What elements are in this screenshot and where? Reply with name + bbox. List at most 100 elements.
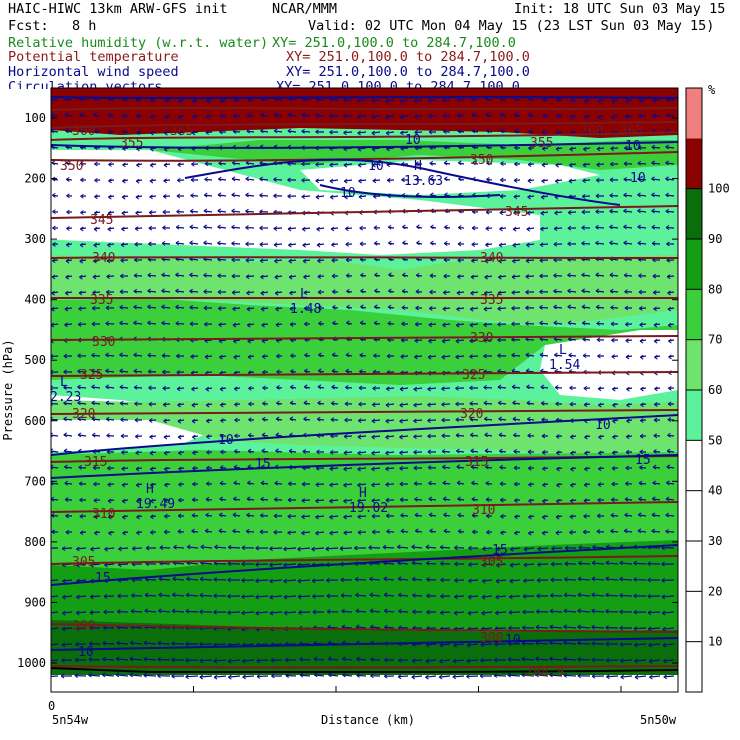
wind-vector-head	[526, 210, 531, 216]
wind-vector-head	[64, 322, 68, 328]
colorbar-tick-label: 50	[708, 433, 722, 447]
rh-band-90	[51, 620, 678, 692]
wind-vector	[568, 211, 577, 214]
colorbar-unit: %	[708, 83, 716, 97]
wind-vector-head	[667, 401, 672, 407]
wind-vector-head	[344, 417, 348, 423]
wind-vector-head	[414, 338, 419, 344]
wind-vector-head	[455, 354, 459, 360]
wind-vector-head	[220, 449, 224, 455]
wind-vector-head	[541, 162, 546, 168]
wind-vector	[161, 258, 171, 261]
wind-vector-head	[205, 386, 210, 392]
colorbar-tick-label: 100	[708, 182, 730, 196]
wind-vector-head	[91, 321, 96, 327]
wind-vector	[213, 643, 227, 646]
wind-label: 10	[340, 186, 356, 201]
wind-label: 10	[630, 171, 646, 186]
wind-vector-head	[275, 448, 279, 454]
wind-vector	[428, 466, 437, 469]
wind-vector-head	[178, 450, 182, 456]
wind-vector	[537, 563, 549, 566]
wind-vector	[637, 530, 647, 533]
wind-vector	[89, 611, 101, 614]
wind-vector	[329, 467, 339, 470]
wind-vector-head	[500, 530, 504, 536]
wind-vector-head	[526, 242, 530, 248]
wind-vector-head	[161, 353, 166, 359]
wind-vector	[133, 354, 143, 357]
wind-vector	[301, 195, 311, 198]
wind-vector	[665, 210, 675, 213]
wind-vector	[130, 642, 143, 645]
wind-vector-head	[388, 272, 392, 278]
wind-vector	[413, 435, 423, 438]
wind-vector-head	[164, 114, 168, 120]
wind-vector-head	[65, 160, 70, 166]
wind-vector-head	[80, 210, 84, 216]
wind-vector-head	[164, 466, 168, 472]
wind-vector	[199, 594, 213, 597]
wind-vector	[269, 547, 283, 550]
theta-label: 315	[84, 455, 107, 470]
wind-vector-head	[583, 513, 587, 519]
wind-vector	[315, 195, 325, 198]
wind-vector	[470, 291, 479, 294]
wind-vector	[662, 611, 675, 614]
wind-vector-head	[469, 322, 474, 328]
wind-vector	[467, 627, 479, 630]
wind-vector	[62, 595, 73, 598]
wind-vector-head	[63, 369, 67, 375]
wind-vector-head	[525, 320, 529, 326]
wind-vector	[442, 482, 451, 485]
wind-vector	[372, 147, 381, 150]
wind-vector	[370, 658, 381, 661]
wind-vector-head	[107, 242, 111, 248]
wind-vector	[175, 258, 185, 261]
wind-vector	[540, 386, 549, 389]
theta-label: 305	[72, 555, 95, 570]
colorbar-band	[686, 239, 702, 290]
x-axis	[50, 686, 622, 692]
wind-vector	[385, 467, 395, 470]
wind-vector	[231, 226, 241, 229]
wind-vector	[189, 258, 199, 261]
wind-vector	[582, 163, 591, 166]
wind-vector	[121, 243, 129, 246]
wind-vector	[399, 115, 409, 118]
wind-vector	[88, 674, 101, 677]
wind-vector-head	[213, 674, 218, 680]
wind-vector-head	[189, 321, 194, 327]
wind-vector	[667, 275, 675, 278]
wind-vector-head	[623, 192, 627, 198]
wind-vector	[76, 595, 87, 598]
wind-vector-head	[312, 609, 317, 615]
wind-vector-head	[457, 112, 461, 118]
wind-vector-head	[149, 434, 153, 440]
wind-vector-head	[136, 162, 140, 168]
wind-vector	[204, 355, 213, 358]
wind-vector	[567, 306, 577, 309]
wind-vector	[343, 467, 353, 470]
wind-vector-head	[297, 546, 301, 552]
wind-vector	[540, 227, 549, 230]
wind-vector-head	[556, 450, 560, 456]
wind-vector-head	[625, 321, 629, 327]
wind-vector	[341, 610, 353, 613]
wind-vector-head	[162, 385, 167, 391]
wind-vector-head	[372, 178, 377, 184]
wind-vector	[317, 418, 325, 421]
wind-vector-head	[343, 466, 347, 472]
wind-vector-head	[275, 416, 280, 422]
wind-vector-head	[190, 354, 194, 359]
wind-vector-head	[203, 240, 207, 246]
wind-vector-head	[91, 352, 95, 358]
wind-vector-head	[591, 608, 595, 614]
wind-vector-head	[371, 513, 376, 519]
wind-vector-head	[457, 274, 461, 280]
wind-vector	[634, 675, 647, 678]
wind-vector-head	[581, 272, 585, 278]
wind-vector-head	[360, 320, 364, 326]
wind-vector-head	[204, 528, 209, 534]
wind-vector-head	[287, 226, 292, 232]
